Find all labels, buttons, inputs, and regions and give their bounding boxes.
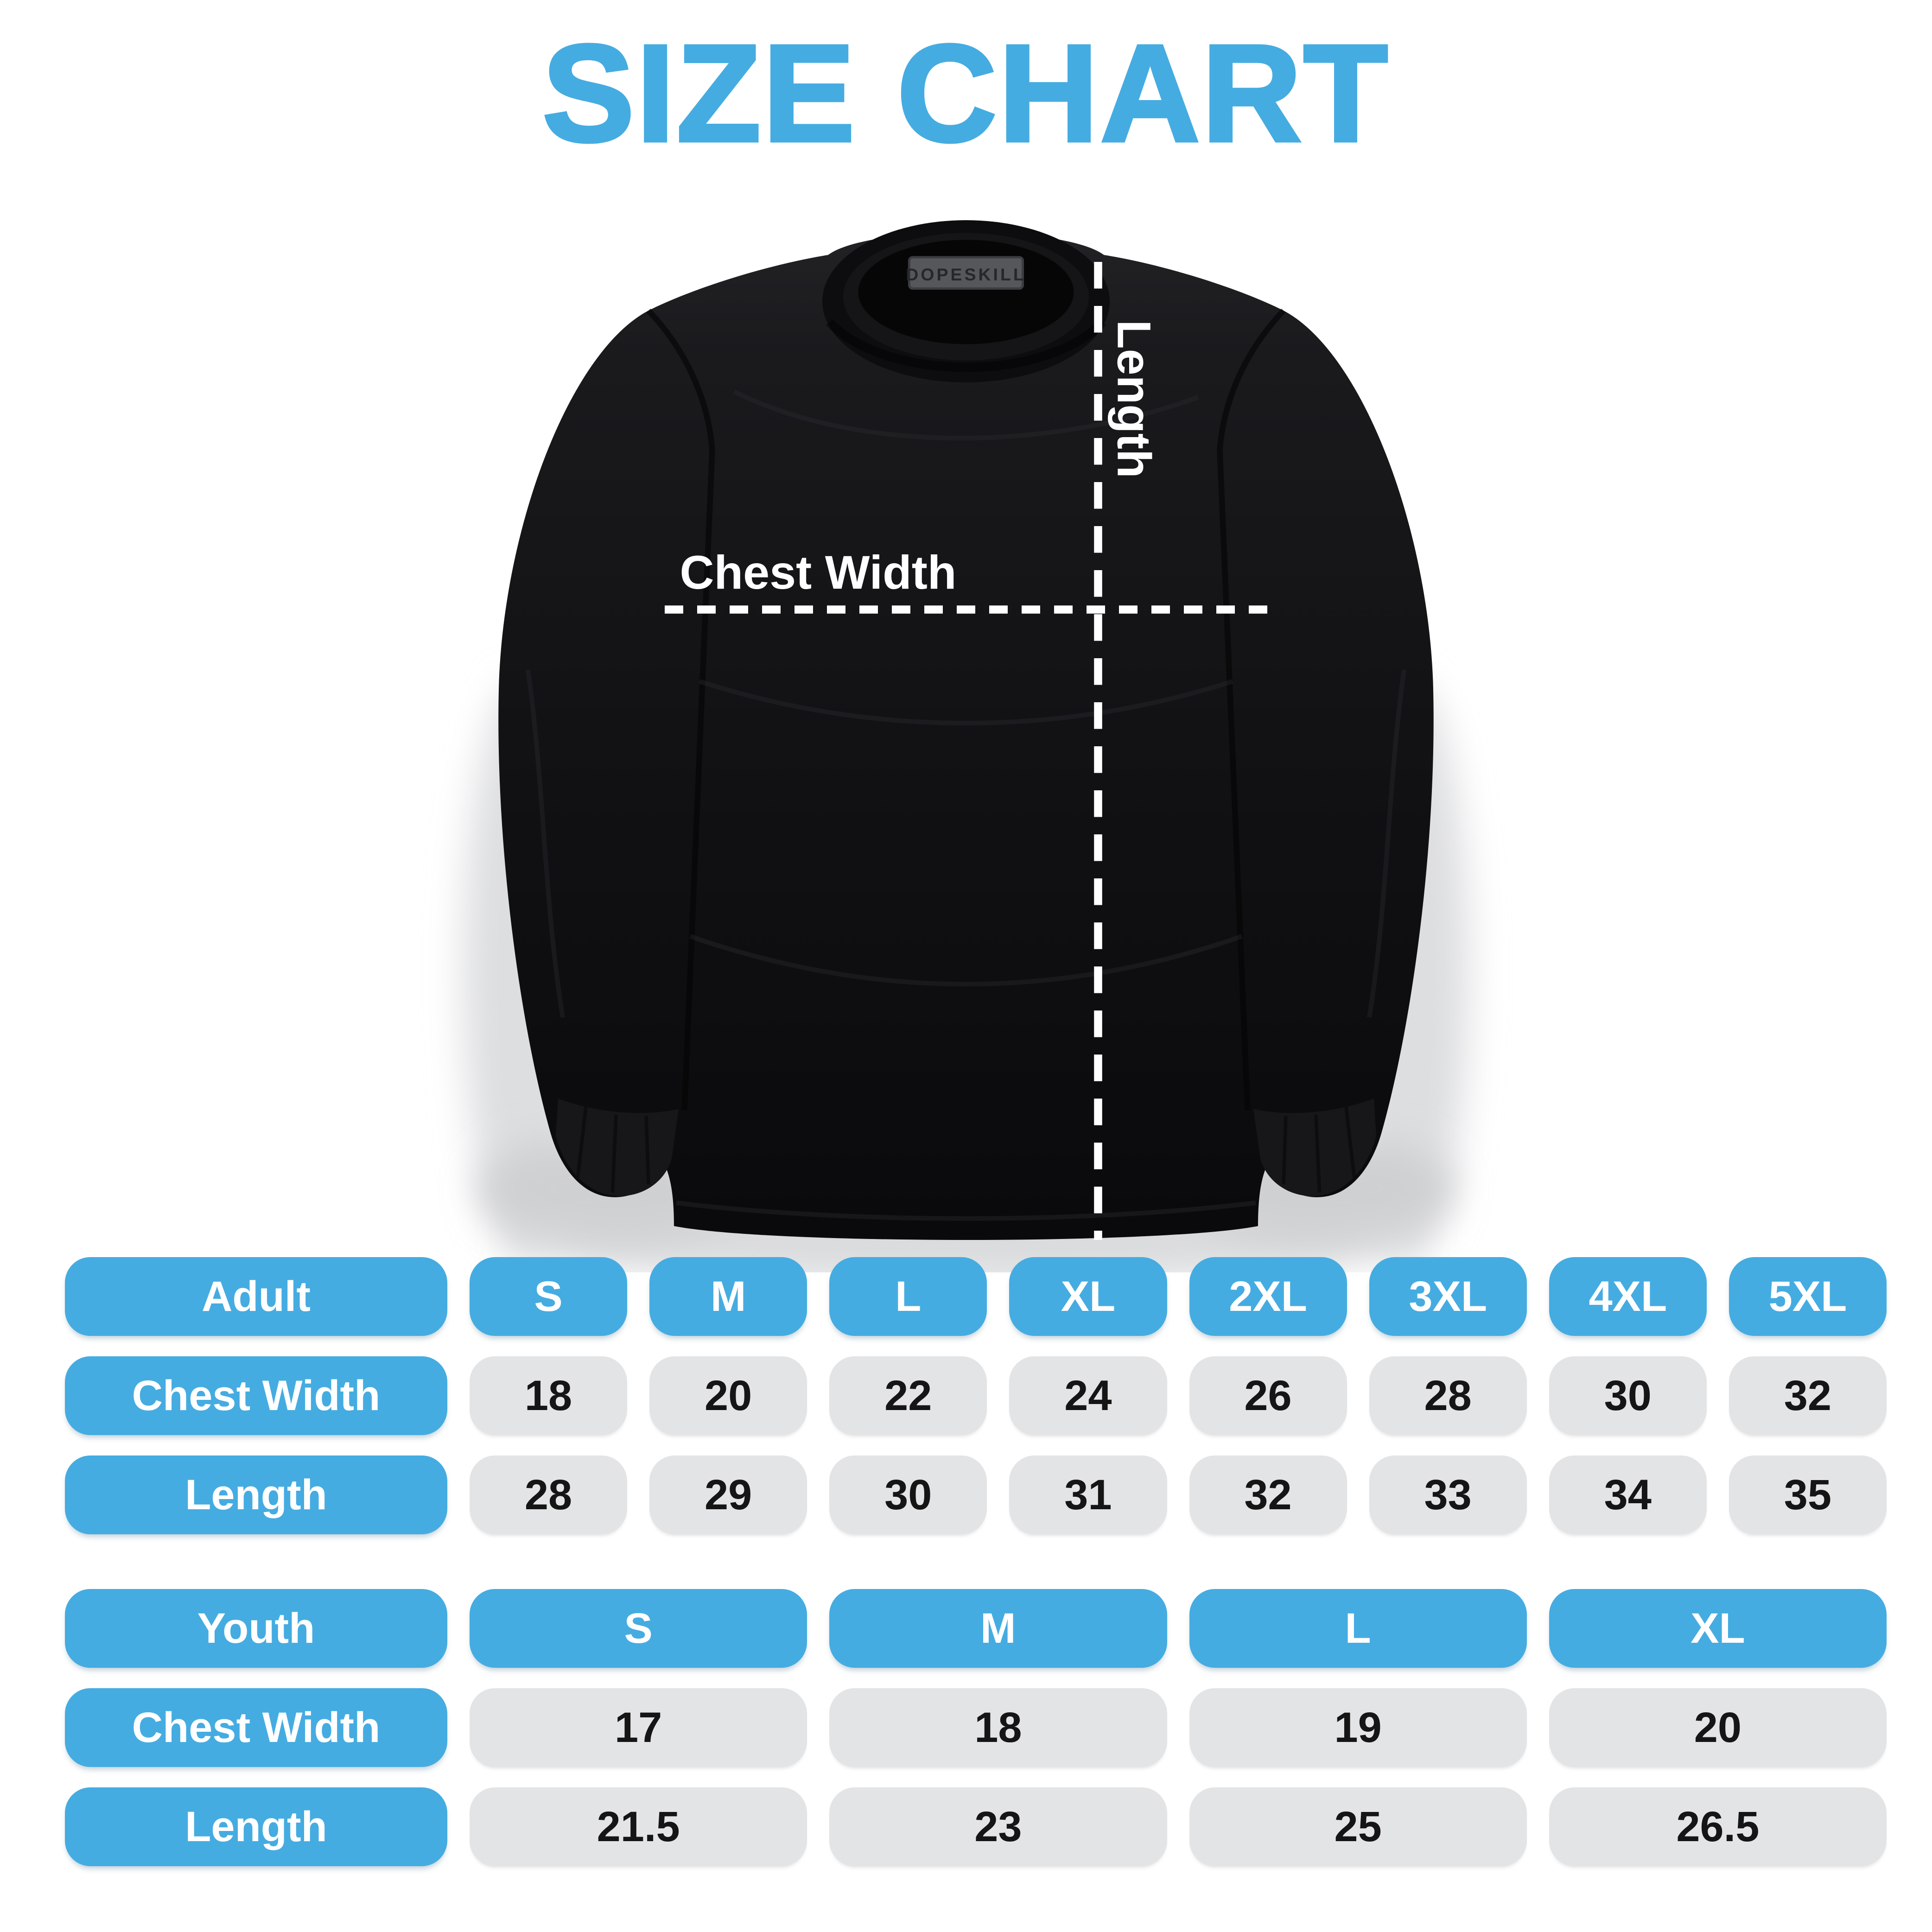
- adult-size-header-5xl: 5XL: [1729, 1257, 1887, 1336]
- adult-chest-width-value: 26: [1189, 1356, 1347, 1435]
- youth-size-header-xl: XL: [1549, 1589, 1887, 1668]
- shirt-image: DOPESKILL Chest Width Length: [463, 218, 1469, 1272]
- youth-length-row-label: Length: [65, 1787, 447, 1866]
- adult-chest-width-value: 24: [1009, 1356, 1167, 1435]
- adult-corner-label: Adult: [65, 1257, 447, 1336]
- youth-length-value: 23: [829, 1787, 1167, 1866]
- sleeve-cuffs: [556, 1099, 1376, 1196]
- adult-length-row-label: Length: [65, 1455, 447, 1534]
- adult-size-header-l: L: [829, 1257, 987, 1336]
- youth-length-value: 25: [1189, 1787, 1527, 1866]
- adult-length-value: 29: [649, 1455, 807, 1534]
- length-annotation: Length: [1108, 320, 1161, 478]
- adult-size-header-2xl: 2XL: [1189, 1257, 1347, 1336]
- adult-chest-width-value: 30: [1549, 1356, 1707, 1435]
- adult-size-header-s: S: [470, 1257, 628, 1336]
- shirt-illustration: DOPESKILL Chest Width Length: [387, 183, 1545, 1272]
- adult-size-header-m: M: [649, 1257, 807, 1336]
- page-title: SIZE CHART: [541, 15, 1390, 172]
- adult-length-value: 31: [1009, 1455, 1167, 1534]
- youth-length-value: 26.5: [1549, 1787, 1887, 1866]
- youth-chest-width-value: 19: [1189, 1688, 1527, 1767]
- adult-length-value: 33: [1369, 1455, 1527, 1534]
- sleeve-seams: [646, 308, 1286, 1111]
- adult-length-value: 28: [470, 1455, 628, 1534]
- adult-length-value: 35: [1729, 1455, 1887, 1534]
- adult-size-header-4xl: 4XL: [1549, 1257, 1707, 1336]
- adult-chest-width-value: 32: [1729, 1356, 1887, 1435]
- youth-size-header-m: M: [829, 1589, 1167, 1668]
- youth-chest-width-value: 18: [829, 1688, 1167, 1767]
- adult-length-value: 32: [1189, 1455, 1347, 1534]
- chest-width-annotation: Chest Width: [680, 546, 957, 599]
- adult-length-value: 30: [829, 1455, 987, 1534]
- youth-size-header-l: L: [1189, 1589, 1527, 1668]
- adult-chest-width-value: 22: [829, 1356, 987, 1435]
- youth-chest-width-value: 20: [1549, 1688, 1887, 1767]
- youth-length-value: 21.5: [470, 1787, 807, 1866]
- adult-size-header-xl: XL: [1009, 1257, 1167, 1336]
- brand-tag-label: DOPESKILL: [906, 265, 1026, 284]
- shirt-body: [498, 232, 1434, 1240]
- youth-size-table: Youth S M L XL Chest Width 17 18 19 20 L…: [65, 1589, 1887, 1866]
- youth-chest-width-row-label: Chest Width: [65, 1688, 447, 1767]
- adult-chest-width-row-label: Chest Width: [65, 1356, 447, 1435]
- youth-chest-width-value: 17: [470, 1688, 807, 1767]
- adult-chest-width-value: 20: [649, 1356, 807, 1435]
- adult-length-value: 34: [1549, 1455, 1707, 1534]
- size-tables: Adult S M L XL 2XL 3XL 4XL 5XL Chest Wid…: [65, 1257, 1887, 1866]
- fabric-wrinkles: [526, 389, 1406, 1221]
- collar: DOPESKILL: [822, 220, 1110, 382]
- adult-chest-width-value: 28: [1369, 1356, 1527, 1435]
- brand-tag: [908, 256, 1024, 290]
- adult-size-header-3xl: 3XL: [1369, 1257, 1527, 1336]
- youth-corner-label: Youth: [65, 1589, 447, 1668]
- adult-size-table: Adult S M L XL 2XL 3XL 4XL 5XL Chest Wid…: [65, 1257, 1887, 1534]
- youth-size-header-s: S: [470, 1589, 807, 1668]
- adult-chest-width-value: 18: [470, 1356, 628, 1435]
